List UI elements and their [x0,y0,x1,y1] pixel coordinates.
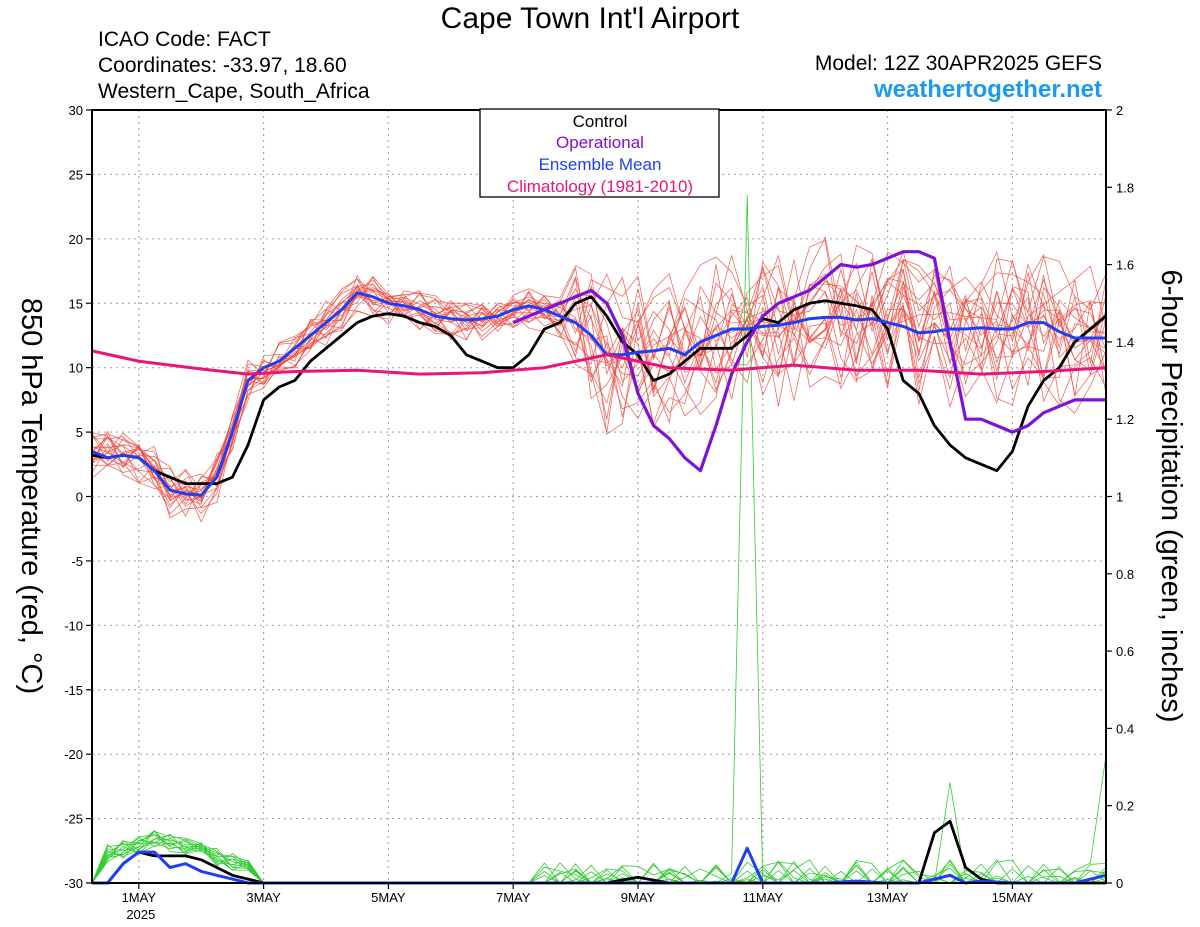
y-tick-label: -15 [64,683,83,698]
legend-ensemble-mean: Ensemble Mean [539,155,662,174]
region: Western_Cape, South_Africa [98,80,370,103]
ensemble-member-line [91,253,1106,501]
y-tick-label: -5 [71,554,83,569]
y-tick-label: 0 [76,490,83,505]
series-lines [91,250,1107,885]
ensemble-mean-temperature-line [91,291,1106,497]
legend-box [479,108,720,198]
y-tick-label: -20 [64,747,83,762]
y-tick-label: 5 [76,425,83,440]
y-tick-label: -30 [64,876,83,891]
legend: Control Operational Ensemble Mean Climat… [479,108,720,198]
ensemble-members [91,235,1107,523]
legend-control: Control [573,112,628,131]
y2-tick-label: 1.2 [1116,412,1134,427]
precip-member-line [91,830,1107,884]
coordinates: Coordinates: -33.97, 18.60 [98,54,347,77]
y2-tick-label: 1 [1116,490,1123,505]
ensemble-member-line [91,250,1107,506]
y2-tick-label: 0.8 [1116,567,1134,582]
y2-tick-label: 1.6 [1116,258,1134,273]
ensemble-member-line [91,256,1107,502]
plot-frame [91,109,1107,884]
axes: -30-25-20-15-10-505101520253000.20.40.60… [64,103,1134,922]
x-tick-label: 3MAY [246,890,281,905]
model-info: Model: 12Z 30APR2025 GEFS [814,52,1102,75]
y2-tick-label: 0.4 [1116,721,1134,736]
legend-operational: Operational [556,133,644,152]
y-tick-label: 25 [69,167,83,182]
climatology-1981-2010-temperature-line [91,349,1107,376]
y2-tick-label: 2 [1116,103,1123,118]
x-tick-label: 15MAY [992,890,1034,905]
y-axis-title: 850 hPa Temperature (red, °C) [15,298,47,694]
y2-tick-label: 0.6 [1116,644,1134,659]
x-tick-label: 11MAY [742,890,783,905]
y2-tick-label: 1.4 [1116,335,1134,350]
y-tick-label: 15 [69,296,83,311]
x-tick-label: 5MAY [371,890,406,905]
ensemble-member-line [91,254,1107,506]
x-tick-label: 1MAY [122,890,157,905]
y-tick-label: 30 [69,103,83,118]
y2-tick-label: 0 [1116,876,1123,891]
x-year-label: 2025 [126,907,155,922]
control-temperature-line [91,295,1107,486]
x-tick-label: 9MAY [621,890,656,905]
y-tick-label: -10 [64,618,83,633]
station-info: ICAO Code: FACT Coordinates: -33.97, 18.… [98,27,370,105]
operational-temperature-line [512,250,1106,473]
icao-code: ICAO Code: FACT [98,28,271,51]
precip-member-line [91,830,1107,884]
y2-tick-label: 0.2 [1116,799,1134,814]
ensemble-member-line [91,235,1107,509]
ensemble-member-line [91,239,1107,501]
x-tick-label: 13MAY [867,890,909,905]
legend-climatology: Climatology (1981-2010) [507,177,693,196]
ensemble-member-line [91,264,1107,497]
page-title: Cape Town Int'l Airport [440,2,740,35]
y2-axis-title: 6-hour Precipitation (green, inches) [1155,270,1187,723]
grid-lines [92,110,1106,883]
y2-tick-label: 1.8 [1116,180,1134,195]
site-link[interactable]: weathertogether.net [873,76,1102,103]
x-tick-label: 7MAY [496,890,531,905]
y-tick-label: 20 [69,232,83,247]
y-tick-label: 10 [69,361,83,376]
y-tick-label: -25 [64,812,83,827]
